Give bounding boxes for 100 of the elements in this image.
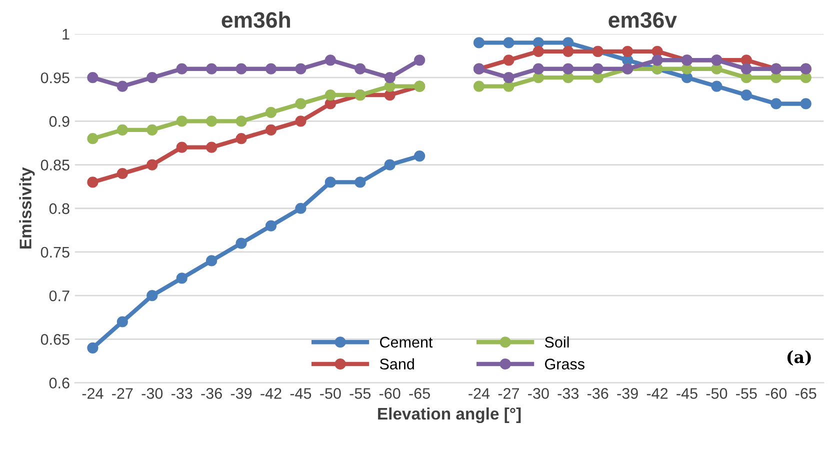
x-axis-title: Elevation angle [°] [378,407,521,424]
point [87,72,98,84]
point [176,272,188,284]
point [146,72,158,84]
legend-label: Grass [545,358,584,370]
point [87,133,98,144]
point [740,54,752,66]
point [324,89,336,101]
point [503,54,514,66]
x-tick-label: -65 [795,388,816,399]
point [295,202,306,214]
point [295,116,306,127]
x-tick-label: -39 [230,388,252,399]
y-tick-label: 0.7 [49,290,70,302]
point [384,72,396,84]
x-tick-label: -55 [736,388,757,399]
y-tick-label: 0.65 [40,334,70,345]
x-tick-label: -24 [468,388,490,399]
point [622,46,634,57]
y-tick-label: 0.75 [40,246,70,258]
point [532,46,544,57]
point [503,37,514,48]
point [265,63,277,74]
point [681,63,693,74]
point [711,63,722,74]
x-tick-label: -36 [201,388,222,399]
x-tick-label: -45 [676,388,698,399]
point [562,37,574,48]
x-tick-label: -27 [498,388,519,399]
x-tick-label: -30 [142,388,163,399]
point [770,72,782,84]
point [176,63,188,74]
x-tick-label: -50 [706,388,728,399]
point [354,176,366,188]
point [295,63,306,74]
point [800,98,812,110]
x-tick-label: -60 [766,388,787,399]
point [206,255,218,266]
x-tick-label: -50 [320,388,341,399]
x-tick-label: -33 [558,388,579,399]
point [265,124,277,136]
point [473,80,485,92]
x-tick-label: -55 [350,388,371,399]
legend-label: Soil [544,336,569,348]
point [236,116,247,127]
legend-label: Cement [380,336,433,348]
point [265,106,277,118]
point [146,159,158,170]
point [176,142,188,153]
point [87,342,98,354]
point [146,124,158,136]
point [146,290,158,302]
x-tick-label: -65 [409,388,430,399]
x-tick-label: -30 [528,388,549,399]
point [206,116,218,127]
point [116,316,128,328]
point [116,80,128,92]
point [414,54,426,66]
x-tick-label: -60 [379,388,400,399]
point [236,238,247,249]
legend-label: Sand [380,358,414,370]
point [265,220,277,232]
point [324,176,336,188]
y-tick-label: 0.85 [40,160,70,170]
point [236,133,247,144]
y-tick-label: 0.9 [49,116,70,127]
annotation: (a) [787,350,811,366]
point [740,63,752,74]
point [532,63,544,74]
point [562,46,574,57]
point [562,63,574,74]
point [324,54,336,66]
point [740,89,752,101]
x-tick-label: -27 [112,388,133,399]
x-tick-label: -45 [290,388,312,399]
point [295,98,306,110]
point [206,142,218,153]
x-tick-label: -42 [260,388,282,399]
y-tick-label: 0.8 [49,203,70,214]
text: em36v [608,12,677,28]
y-axis-title: Emissivity [19,167,35,248]
point [384,159,396,170]
point [503,72,514,84]
x-tick-label: -33 [171,388,192,399]
point [236,63,247,74]
x-tick-label: -42 [646,388,668,399]
point [324,98,336,110]
point [592,63,604,74]
point [414,150,426,162]
point [206,63,218,74]
point [116,124,128,136]
point [532,37,544,48]
point [354,63,366,74]
point [473,37,485,48]
y-tick-label: 1 [62,29,70,40]
point [503,80,514,92]
x-tick-label: -39 [617,388,638,399]
y-tick-label: 0.95 [40,72,70,84]
text: em36h [222,12,290,28]
point [87,176,98,188]
